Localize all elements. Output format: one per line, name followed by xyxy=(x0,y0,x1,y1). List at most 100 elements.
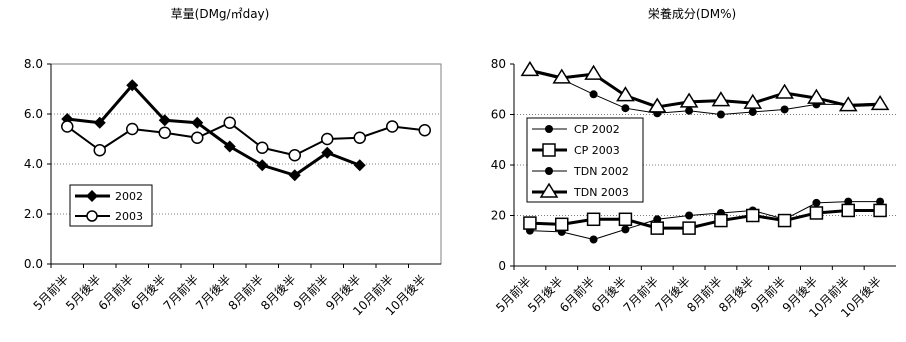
y-tick-label: 40 xyxy=(491,158,506,172)
data-point xyxy=(158,126,171,139)
series-2003 xyxy=(61,116,431,162)
data-point xyxy=(685,211,694,220)
data-point xyxy=(386,120,399,133)
series-TDN-2003 xyxy=(520,60,890,113)
legend-marker-cp2003 xyxy=(542,143,556,157)
y-tick-label: 2.0 xyxy=(24,207,43,221)
data-point xyxy=(679,92,699,108)
y-tick-label: 20 xyxy=(491,209,506,223)
data-point xyxy=(584,64,603,80)
data-point xyxy=(223,140,236,153)
data-point xyxy=(746,208,760,223)
data-point xyxy=(621,225,630,234)
data-point xyxy=(589,235,598,244)
x-tick-label: 5月後半 xyxy=(63,272,104,313)
x-tick-label: 8月後半 xyxy=(258,272,299,313)
data-point xyxy=(870,94,890,111)
legend-marker-tdn2002 xyxy=(545,167,553,175)
x-tick-label: 9月前半 xyxy=(290,272,331,313)
y-tick-label: 0.0 xyxy=(24,257,43,271)
data-point xyxy=(353,131,366,144)
data-point xyxy=(621,104,630,113)
data-point xyxy=(191,116,204,129)
data-point xyxy=(520,60,540,77)
legend: 2002 2003 xyxy=(69,184,153,227)
data-point xyxy=(126,79,139,92)
data-point xyxy=(873,203,887,218)
data-point xyxy=(777,213,792,228)
data-point xyxy=(616,86,635,102)
x-tick-label: 7月後半 xyxy=(193,272,234,313)
y-tick-label: 80 xyxy=(491,57,506,71)
x-tick-label: 5月前半 xyxy=(30,272,71,313)
series-2002 xyxy=(61,79,366,182)
data-point xyxy=(748,107,757,116)
data-point xyxy=(838,96,858,112)
y-tick-label: 4.0 xyxy=(24,157,43,171)
data-point xyxy=(93,144,106,157)
data-point xyxy=(685,106,694,115)
data-point xyxy=(809,206,824,220)
series-line xyxy=(529,201,881,240)
data-point xyxy=(552,68,572,84)
data-point xyxy=(288,149,301,162)
data-point xyxy=(586,212,601,227)
data-point xyxy=(523,216,537,230)
legend-label-cp2003: CP 2003 xyxy=(574,144,620,157)
x-tick-label: 6月前半 xyxy=(95,272,136,313)
data-point xyxy=(256,141,269,154)
legend-label-cp2002: CP 2002 xyxy=(574,123,620,136)
data-point xyxy=(650,221,664,235)
legend-marker-tdn2003 xyxy=(539,182,559,198)
data-point xyxy=(714,213,728,228)
data-point xyxy=(807,88,826,104)
y-tick-label: 8.0 xyxy=(24,57,43,71)
data-point xyxy=(321,146,334,159)
chart-title: 草量(DMg/㎡day) xyxy=(171,7,270,21)
legend-marker-2003 xyxy=(86,210,98,222)
data-point xyxy=(126,122,139,136)
series-line xyxy=(67,83,361,177)
data-point xyxy=(876,197,885,206)
data-point xyxy=(418,124,431,137)
data-point xyxy=(223,116,236,129)
data-point xyxy=(256,159,269,172)
legend-label-tdn2002: TDN 2002 xyxy=(573,165,629,178)
legend-box xyxy=(69,184,153,227)
data-point xyxy=(844,197,853,206)
data-point xyxy=(353,159,366,172)
data-point xyxy=(321,132,334,146)
data-point xyxy=(555,217,569,232)
chart-nutrient-content: 栄養成分(DM%) 0204060805月前半5月後半6月前半6月後半7月前半7… xyxy=(491,6,896,320)
legend-label-2002: 2002 xyxy=(115,190,143,203)
y-tick-label: 0 xyxy=(498,259,506,273)
chart-grass-yield: 草量(DMg/㎡day) 0.0 2.0 4.0 6.0 8.0 5月前半5月後半6月前半… xyxy=(24,7,442,318)
data-point xyxy=(647,97,667,113)
data-point xyxy=(618,212,633,227)
data-point xyxy=(653,215,662,224)
legend-marker-cp2002 xyxy=(545,125,553,133)
data-point xyxy=(841,203,855,218)
data-point xyxy=(61,120,74,133)
data-point xyxy=(775,83,794,99)
data-point xyxy=(780,105,789,114)
data-point xyxy=(743,93,763,109)
chart-title: 栄養成分(DM%) xyxy=(648,6,736,21)
data-point xyxy=(589,90,598,99)
data-point xyxy=(682,221,696,235)
data-point xyxy=(191,131,204,144)
y-tick-label: 60 xyxy=(491,108,506,122)
x-tick-label: 8月前半 xyxy=(225,272,266,313)
data-point xyxy=(812,198,821,207)
legend: CP 2002 CP 2003 TDN 2002 TDN 2003 xyxy=(526,117,644,203)
data-point xyxy=(716,110,725,119)
series-line xyxy=(529,71,881,115)
data-point xyxy=(93,116,106,129)
data-point xyxy=(288,169,301,182)
data-point xyxy=(711,91,731,107)
series-CP-2003 xyxy=(523,203,887,235)
legend-label-tdn2003: TDN 2003 xyxy=(573,186,629,199)
y-tick-label: 6.0 xyxy=(24,107,43,121)
x-tick-label: 7月前半 xyxy=(160,272,201,313)
